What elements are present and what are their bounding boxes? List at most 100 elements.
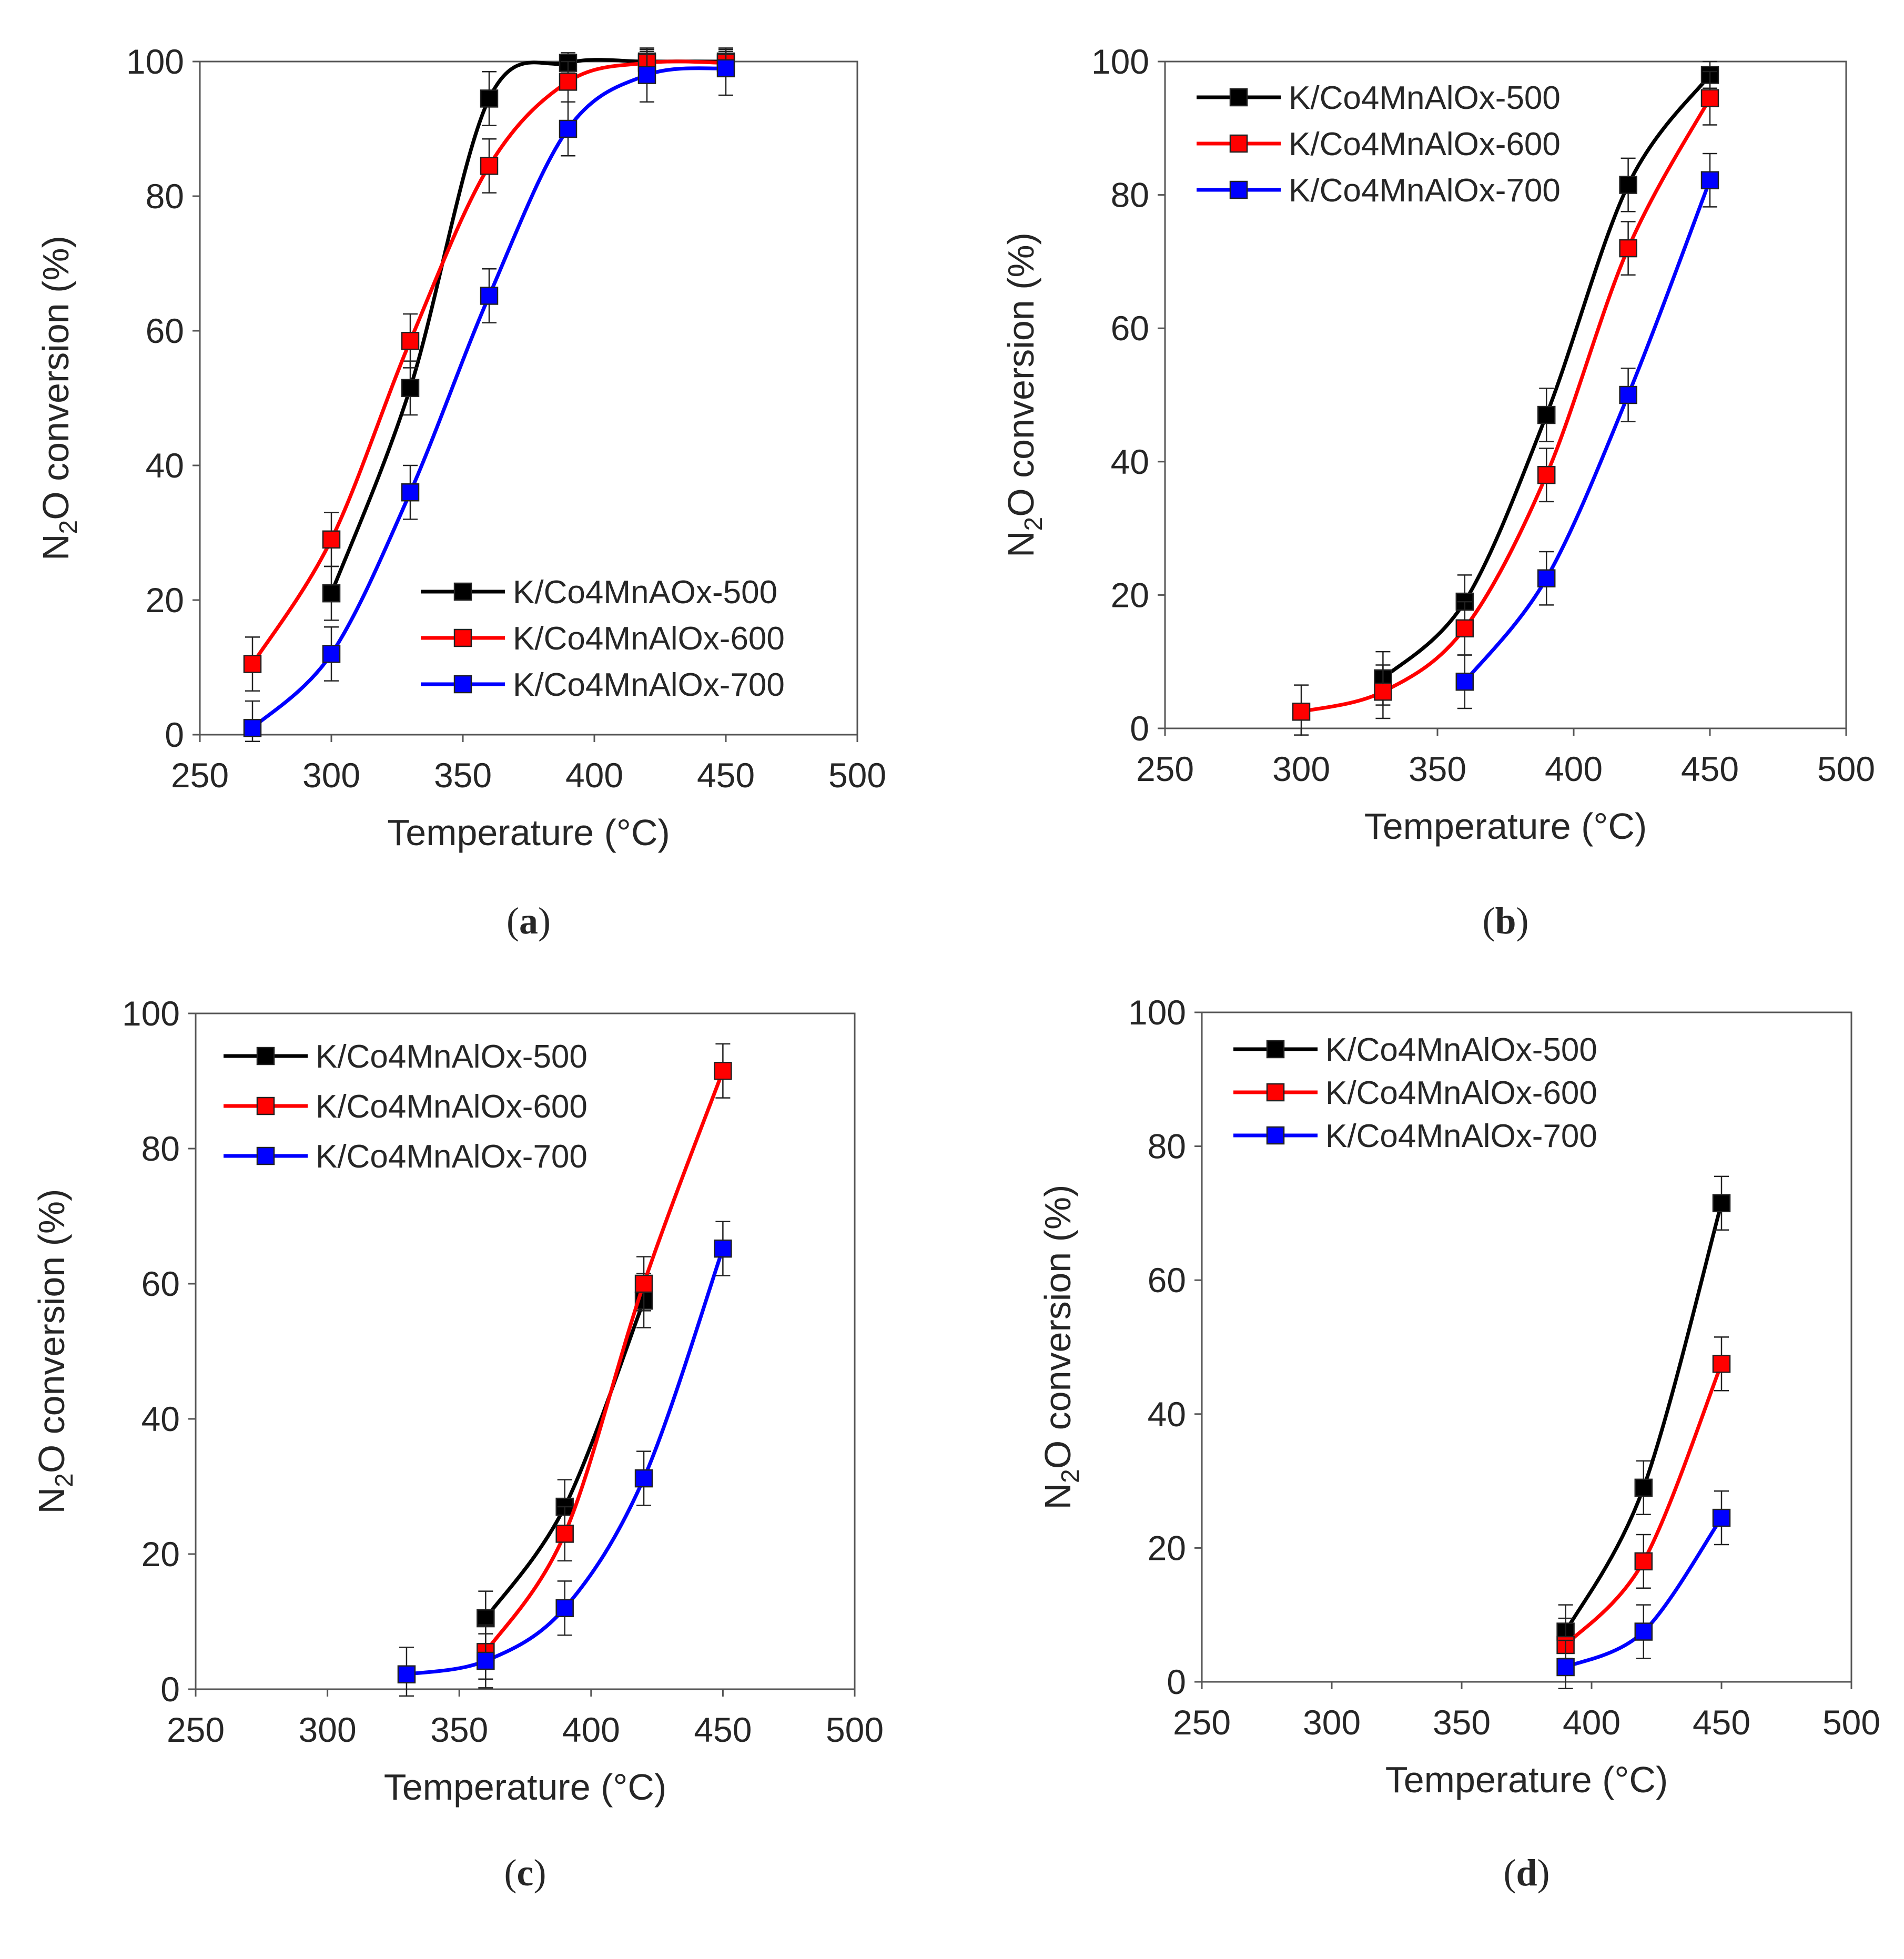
legend-label: K/Co4MnAlOx-700: [316, 1139, 588, 1175]
x-tick-label: 300: [302, 756, 360, 795]
y-axis-title-subscript: 2: [50, 1473, 78, 1487]
data-point: [1700, 89, 1719, 107]
panel-label: (a): [507, 900, 551, 942]
x-tick-label: 500: [1822, 1703, 1880, 1742]
x-tick-label: 450: [694, 1710, 752, 1749]
legend-label: K/Co4MnAlOx-500: [316, 1039, 588, 1075]
data-point: [401, 331, 420, 350]
y-axis-title-rest: O conversion (%): [1000, 232, 1041, 517]
legend: K/Co4MnAlOx-500 K/Co4MnAlOx-600 K/Co4MnAlO…: [1233, 1032, 1597, 1154]
y-axis-title: N2O conversion (%): [1000, 232, 1048, 557]
x-tick-label: 500: [1817, 749, 1875, 788]
data-point: [322, 584, 341, 603]
series-1: [1292, 70, 1719, 736]
legend-marker: [256, 1146, 275, 1165]
series-line: [1564, 1363, 1724, 1647]
data-point: [1700, 171, 1719, 189]
data-point: [401, 483, 420, 502]
data-point: [480, 157, 499, 175]
y-tick-label: 20: [1148, 1528, 1186, 1567]
data-point: [1537, 569, 1556, 587]
x-tick-label: 250: [171, 756, 229, 795]
series-2: [1455, 153, 1719, 709]
legend-label: K/Co4MnAlOx-600: [1325, 1075, 1597, 1111]
plot-frame: [1201, 1011, 1852, 1683]
x-tick-label: 450: [1693, 1703, 1750, 1742]
panel-label: (c): [504, 1852, 546, 1894]
panel-label-close: ): [538, 900, 551, 942]
y-tick-label: 0: [165, 715, 184, 754]
x-tick-label: 250: [167, 1710, 225, 1749]
y-tick-label: 80: [1111, 176, 1149, 215]
data-point: [555, 1599, 574, 1618]
y-axis-title-subscript: 2: [55, 520, 83, 534]
data-point: [243, 655, 262, 673]
x-tick-label: 400: [1545, 749, 1603, 788]
data-point: [477, 1651, 495, 1670]
legend: K/Co4MnAOx-500 K/Co4MnAlOx-600 K/Co4MnAlOx…: [421, 574, 785, 703]
series-0: [322, 50, 735, 621]
x-tick-label: 450: [1681, 749, 1739, 788]
legend-marker: [1229, 180, 1248, 199]
legend: K/Co4MnAlOx-500 K/Co4MnAlOx-600 K/Co4MnAlO…: [1197, 80, 1561, 209]
panel-label-letter: a: [519, 900, 538, 942]
x-tick-label: 350: [1409, 749, 1466, 788]
series-line: [329, 58, 726, 594]
panel-label-close: ): [1516, 900, 1529, 942]
chart-panel-d: 250 300 350 400 450 500 0 20 40 60 80 100 Temperatur…: [1037, 993, 1880, 1894]
y-tick-label: 20: [1111, 575, 1149, 614]
plot-frame: [195, 1012, 856, 1690]
x-tick-label: 300: [1303, 1703, 1361, 1742]
x-axis-title: Temperature (°C): [1385, 1759, 1668, 1800]
panel-label-letter: c: [517, 1852, 534, 1894]
x-tick-label: 250: [1173, 1703, 1231, 1742]
x-tick-label: 500: [826, 1710, 884, 1749]
panel-label-open: (: [504, 1852, 517, 1894]
data-point: [322, 530, 341, 549]
legend-marker: [256, 1047, 275, 1065]
series-line: [406, 1248, 725, 1677]
y-tick-label: 100: [1091, 42, 1149, 81]
y-tick-label: 0: [160, 1670, 180, 1709]
y-tick-label: 40: [141, 1399, 180, 1438]
data-point: [555, 1525, 574, 1543]
y-axis-title: N2O conversion (%): [1037, 1185, 1085, 1510]
data-point: [401, 379, 420, 398]
data-point: [397, 1665, 416, 1683]
data-point: [634, 1469, 653, 1488]
y-axis-title-n: N: [1000, 531, 1041, 557]
x-tick-label: 300: [1272, 749, 1330, 788]
y-tick-label: 40: [1148, 1395, 1186, 1434]
data-point: [1634, 1622, 1653, 1641]
legend-marker: [1266, 1083, 1285, 1102]
legend-marker: [1266, 1040, 1285, 1059]
data-point: [1374, 683, 1392, 701]
y-tick-label: 80: [1148, 1127, 1186, 1166]
data-point: [1712, 1508, 1731, 1527]
x-tick-label: 350: [434, 756, 492, 795]
legend-marker: [453, 582, 472, 601]
series-line: [1382, 74, 1711, 680]
legend-label: K/Co4MnAOx-500: [513, 574, 777, 611]
data-point: [1537, 465, 1556, 484]
data-point: [1455, 619, 1474, 638]
data-point: [1712, 1194, 1731, 1213]
data-point: [477, 1609, 495, 1628]
data-point: [1634, 1552, 1653, 1571]
y-tick-label: 100: [126, 42, 184, 81]
x-tick-label: 350: [430, 1710, 488, 1749]
y-tick-label: 60: [1148, 1261, 1186, 1300]
data-point: [559, 73, 578, 91]
legend-label: K/Co4MnAlOx-600: [1289, 126, 1561, 163]
panel-label-open: (: [1482, 900, 1495, 942]
series-line: [484, 1300, 646, 1620]
data-point: [1619, 239, 1637, 258]
legend-marker: [453, 675, 472, 694]
legend-label: K/Co4MnAlOx-700: [513, 667, 785, 703]
y-axis-title-n: N: [35, 534, 76, 561]
legend: K/Co4MnAlOx-500 K/Co4MnAlOx-600 K/Co4MnAlO…: [224, 1039, 588, 1175]
y-axis-title-rest: O conversion (%): [35, 236, 76, 520]
y-axis-title-n: N: [31, 1487, 72, 1514]
y-tick-label: 100: [122, 994, 180, 1033]
